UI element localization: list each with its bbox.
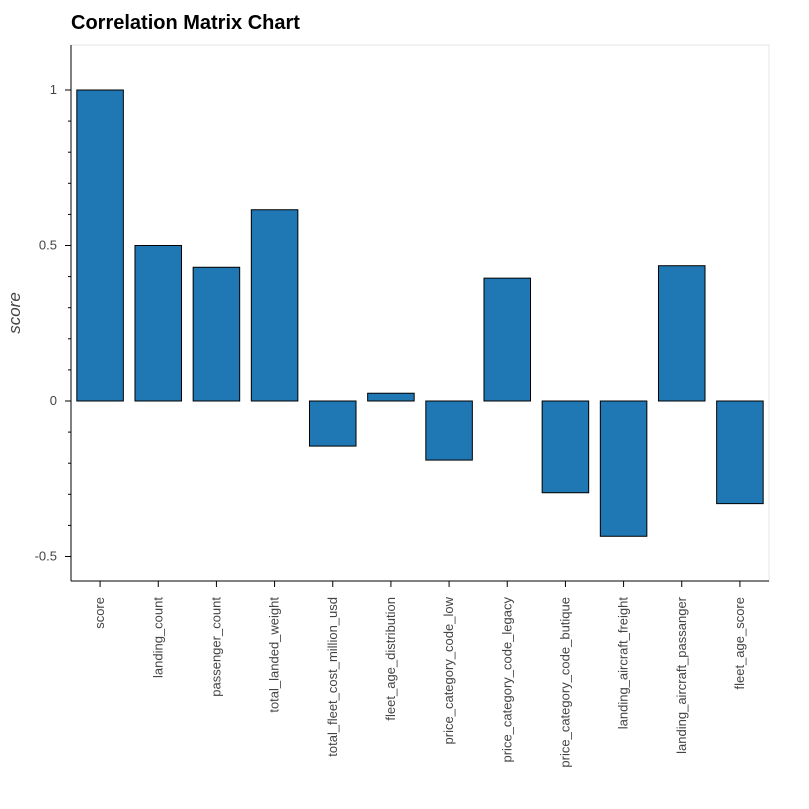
- bar-total_landed_weight: [250, 209, 299, 402]
- y-axis-title: score: [5, 292, 24, 334]
- bars-group: [76, 89, 764, 537]
- y-tick-label: -0.5: [35, 549, 57, 564]
- bar-price_category_code_low: [425, 400, 473, 461]
- y-tick-label: 0: [50, 393, 57, 408]
- x-category-label: fleet_age_distribution: [383, 597, 398, 721]
- x-category-label: score: [92, 597, 107, 629]
- bar-price_category_code_butique: [541, 400, 590, 494]
- bar-total_fleet_cost_million_usd: [308, 400, 357, 447]
- bar-landing_aircraft_freight: [599, 400, 648, 537]
- x-category-label: landing_aircraft_passanger: [674, 596, 689, 753]
- x-category-label: fleet_age_score: [732, 597, 747, 690]
- chart-title: Correlation Matrix Chart: [71, 12, 300, 34]
- x-category-label: landing_aircraft_freight: [616, 597, 631, 730]
- bar-price_category_code_legacy: [483, 277, 532, 402]
- x-category-label: total_fleet_cost_million_usd: [325, 597, 340, 757]
- x-category-label: price_category_code_legacy: [499, 597, 514, 763]
- y-tick-label: 0.5: [39, 238, 57, 253]
- y-tick-label: 1: [50, 82, 57, 97]
- bar-fleet_age_score: [716, 400, 764, 505]
- x-category-label: passenger_count: [208, 597, 223, 697]
- bar-passenger_count: [192, 266, 241, 402]
- x-category-label: total_landed_weight: [267, 597, 282, 713]
- bar-score: [76, 89, 124, 402]
- bar-landing_count: [134, 245, 183, 402]
- x-category-label: price_category_code_low: [441, 596, 456, 744]
- x-category-label: landing_count: [150, 597, 165, 678]
- x-category-label: price_category_code_butique: [557, 597, 572, 768]
- x-ticks-group: score landing_count passenger_count total_l…: [92, 581, 747, 768]
- bar-fleet_age_distribution: [367, 392, 415, 402]
- y-ticks-group: -0.5 0 0.5 1: [35, 82, 71, 564]
- bar-landing_aircraft_passanger: [657, 265, 706, 402]
